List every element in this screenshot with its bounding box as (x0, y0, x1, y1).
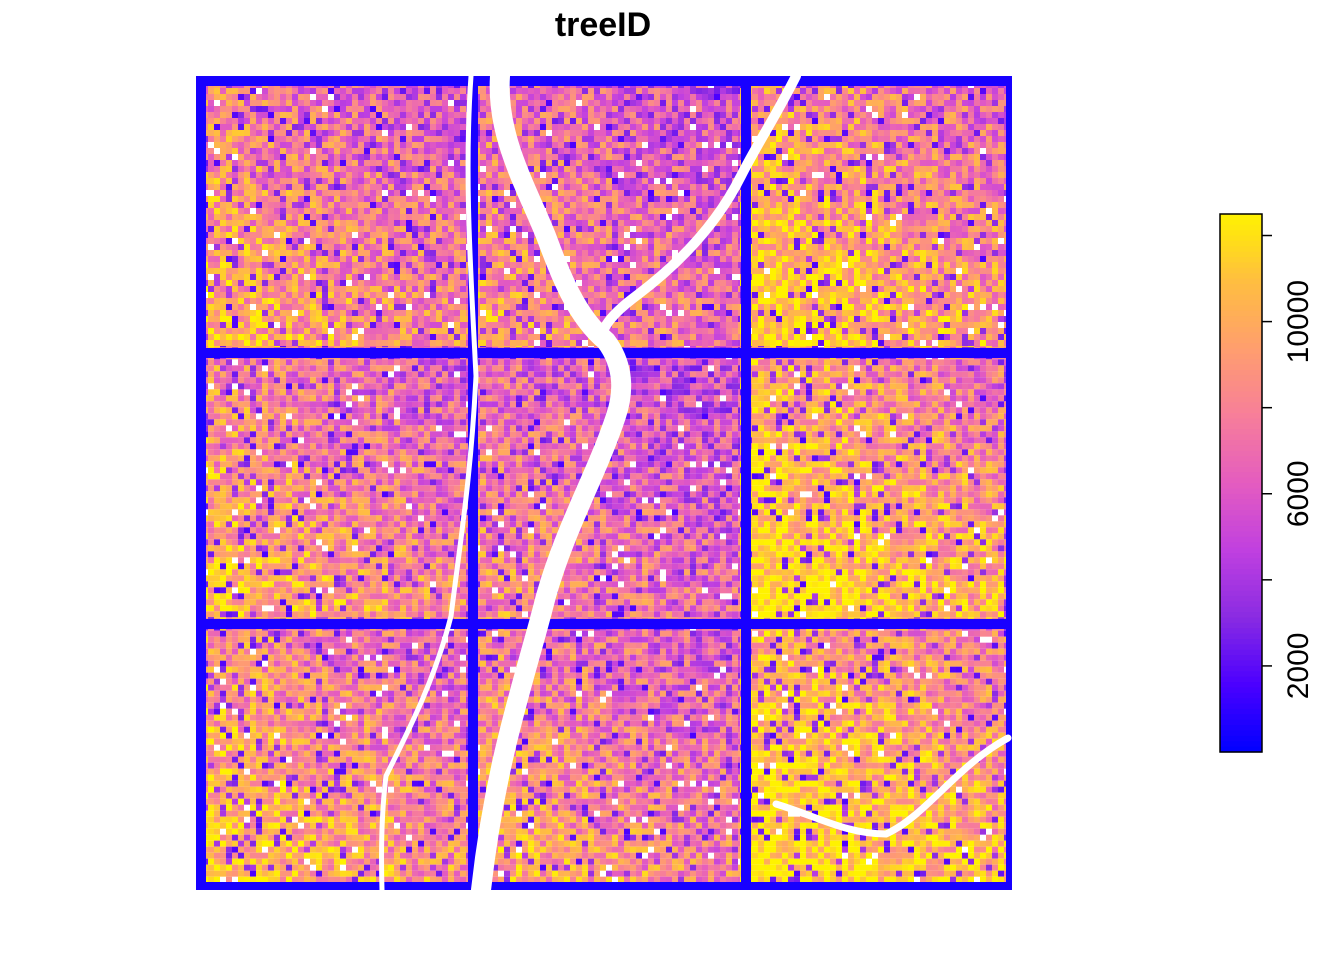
colorbar-legend: 2000 6000 10000 (1219, 213, 1315, 753)
tile-0-0 (196, 76, 472, 352)
tile-1-2 (740, 347, 1012, 624)
tile-2-0 (196, 618, 472, 890)
colorbar-tick-label: 6000 (1282, 460, 1315, 527)
raster-map (196, 76, 1012, 890)
chart-title: treeID (554, 6, 652, 44)
tile-2-2 (740, 618, 1012, 890)
tile-1-1 (468, 347, 744, 624)
tile-cells (196, 76, 1012, 890)
colorbar-frame (1219, 213, 1263, 753)
river-gaps (378, 76, 1012, 890)
tile-0-2 (740, 76, 1012, 352)
colorbar-tick-label: 10000 (1282, 280, 1315, 363)
colorbar-gradient (1220, 214, 1262, 753)
colorbar-tick-label: 2000 (1282, 633, 1315, 700)
tile-1-0 (196, 347, 472, 624)
